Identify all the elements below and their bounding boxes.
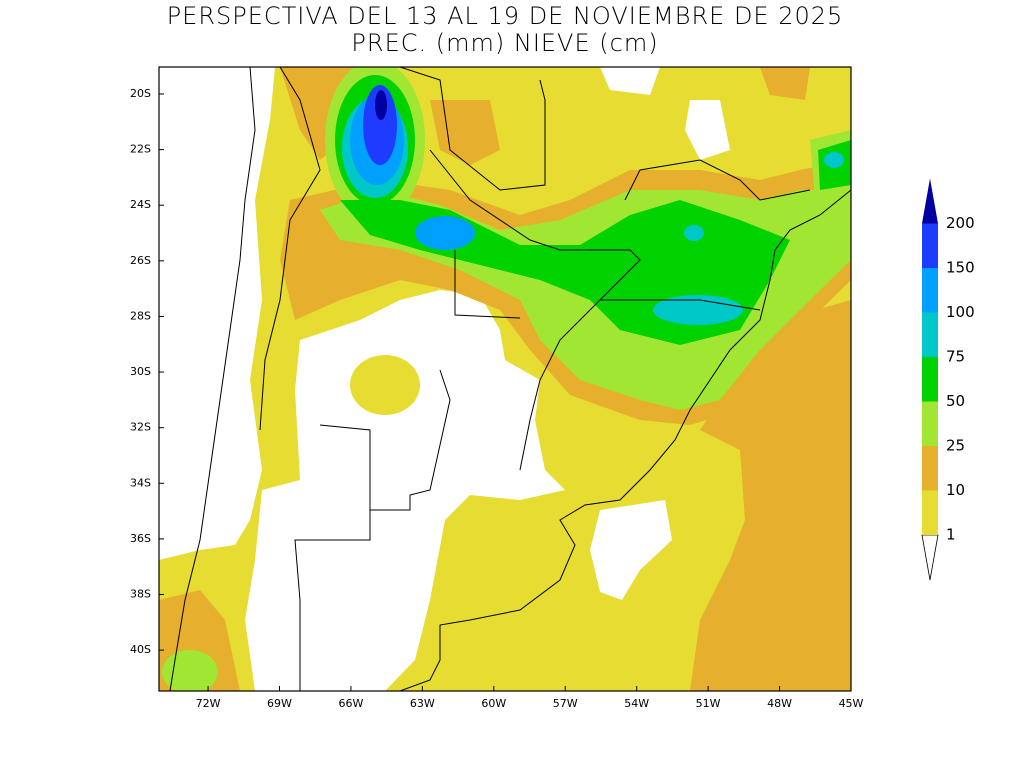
precip-area xyxy=(350,355,420,415)
y-tick-label: 22S xyxy=(130,143,151,156)
x-tick-label: 57W xyxy=(553,697,578,710)
precip-area xyxy=(415,216,475,250)
x-tick-label: 48W xyxy=(767,697,792,710)
colorbar-label: 100 xyxy=(946,303,975,321)
x-tick-label: 54W xyxy=(624,697,649,710)
colorbar-label: 150 xyxy=(946,259,975,277)
border-line xyxy=(259,67,321,431)
colorbar-label: 75 xyxy=(946,348,965,366)
precip-area xyxy=(363,85,397,165)
y-tick-label: 34S xyxy=(130,476,151,489)
x-tick-label: 63W xyxy=(410,697,435,710)
map-subtitle: PREC. (mm) NIEVE (cm) xyxy=(351,29,658,57)
border-line xyxy=(454,250,521,319)
y-tick-label: 32S xyxy=(130,421,151,434)
y-tick-label: 26S xyxy=(130,254,151,267)
colorbar-bin xyxy=(922,490,938,535)
colorbar-over xyxy=(922,178,938,224)
colorbar-bin xyxy=(922,223,938,268)
x-tick-label: 72W xyxy=(196,697,221,710)
x-tick-label: 51W xyxy=(696,697,721,710)
border-line xyxy=(399,67,546,191)
border-line xyxy=(600,299,761,311)
colorbar-label: 200 xyxy=(946,214,975,232)
precip-area xyxy=(653,295,743,325)
x-tick-label: 69W xyxy=(267,697,292,710)
y-tick-label: 36S xyxy=(130,532,151,545)
precip-area xyxy=(162,650,218,691)
colorbar-bin xyxy=(922,357,938,402)
precip-area xyxy=(159,67,275,560)
colorbar-label: 1 xyxy=(946,526,956,544)
colorbar-bin xyxy=(922,268,938,313)
border-line xyxy=(370,369,451,511)
borders xyxy=(169,67,851,691)
colorbar-under xyxy=(921,534,939,581)
precip-area xyxy=(245,290,565,691)
precip-area xyxy=(760,67,810,100)
x-tick-label: 60W xyxy=(481,697,506,710)
precip-area xyxy=(600,67,660,95)
border-line xyxy=(169,67,256,691)
precip-area xyxy=(684,225,704,241)
colorbar-label: 50 xyxy=(946,392,965,410)
border-line xyxy=(294,424,371,691)
y-tick-label: 28S xyxy=(130,309,151,322)
coastline xyxy=(399,189,851,691)
precip-area xyxy=(590,500,672,600)
border-line xyxy=(624,159,811,201)
precip-area xyxy=(265,385,295,475)
colorbar-label: 10 xyxy=(946,481,965,499)
colorbar-bin xyxy=(922,312,938,357)
precip-area xyxy=(375,90,387,120)
y-tick-label: 38S xyxy=(130,588,151,601)
y-tick-label: 24S xyxy=(130,198,151,211)
x-tick-label: 45W xyxy=(839,697,864,710)
y-tick-label: 20S xyxy=(130,87,151,100)
map-title: PERSPECTIVA DEL 13 AL 19 DE NOVIEMBRE DE… xyxy=(167,2,844,30)
precip-area xyxy=(455,505,505,615)
x-tick-label: 66W xyxy=(338,697,363,710)
precip-area xyxy=(430,100,500,165)
precip-area xyxy=(685,100,730,160)
y-tick-label: 40S xyxy=(130,643,151,656)
precip-field xyxy=(159,67,851,691)
colorbar-bin xyxy=(922,401,938,446)
colorbar-label: 25 xyxy=(946,437,965,455)
colorbar-bin xyxy=(922,446,938,491)
precip-area xyxy=(824,152,844,168)
y-tick-label: 30S xyxy=(130,365,151,378)
border-line xyxy=(429,149,641,471)
map-frame xyxy=(158,66,852,692)
